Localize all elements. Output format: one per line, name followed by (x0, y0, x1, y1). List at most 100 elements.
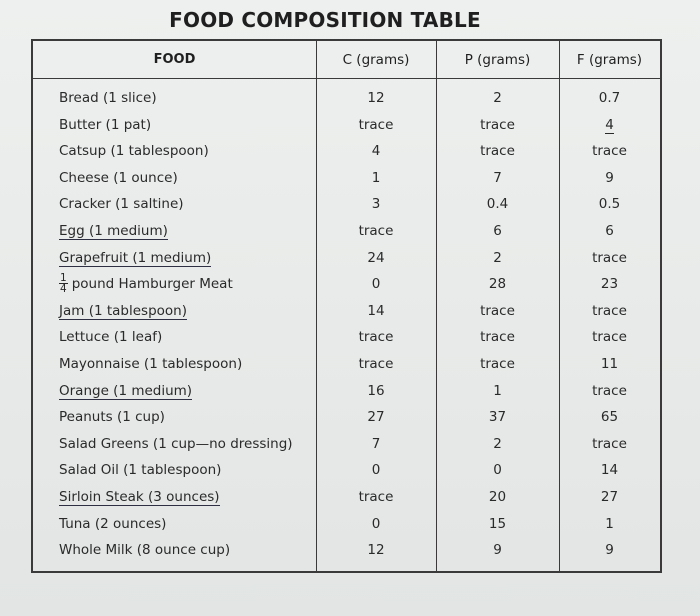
table-row: Jam (1 tablespoon) 14 trace trace (33, 298, 660, 325)
fat-cell-value: trace (592, 382, 627, 399)
protein-cell-value: 0.4 (486, 196, 509, 213)
table-row: Cracker (1 saltine) 3 0.4 0.5 (33, 191, 660, 218)
food-cell: Lettuce (1 leaf) (59, 324, 162, 351)
carbs-cell-value: trace (358, 116, 394, 133)
header-carbs: C (grams) (342, 52, 410, 68)
carbs-cell-value: 0 (371, 276, 381, 293)
fat-cell: trace (559, 431, 660, 458)
carbs-cell: trace (316, 324, 436, 351)
protein-cell: trace (436, 324, 559, 351)
carbs-cell: 4 (316, 138, 436, 165)
fraction-denominator: 4 (60, 282, 67, 295)
carbs-cell-value: 12 (367, 90, 385, 106)
protein-cell: 7 (436, 165, 559, 192)
protein-cell: trace (436, 298, 559, 325)
fraction-numerator: 1 (59, 271, 68, 284)
column-divider (316, 41, 317, 571)
table-row: Whole Milk (8 ounce cup) 12 9 9 (33, 537, 660, 564)
carbs-cell-value: 16 (367, 382, 385, 399)
fat-cell: 23 (559, 271, 660, 298)
fat-cell: trace (559, 324, 660, 351)
carbs-cell-value: trace (358, 355, 394, 372)
table-row: Catsup (1 tablespoon) 4 trace trace (33, 138, 660, 165)
protein-cell-value: 0 (493, 462, 502, 479)
fat-cell-value: 4 (605, 116, 614, 134)
food-cell: Bread (1 slice) (59, 85, 157, 112)
fat-cell-value: 14 (600, 462, 619, 479)
fat-cell-value: 0.7 (598, 90, 621, 106)
carbs-cell: trace (316, 218, 436, 245)
protein-cell: 28 (436, 271, 559, 298)
protein-cell-value: 20 (488, 488, 507, 505)
protein-cell-value: trace (480, 143, 515, 160)
fat-cell: trace (559, 245, 660, 272)
food-cell: Catsup (1 tablespoon) (59, 138, 209, 165)
fat-cell-value: trace (592, 249, 627, 266)
fat-cell-value: 11 (600, 355, 619, 372)
protein-cell-value: 2 (493, 90, 502, 106)
table-row: Butter (1 pat) trace trace 4 (33, 112, 660, 139)
column-divider (559, 41, 560, 571)
food-name: Salad Greens (1 cup—no dressing) (59, 435, 293, 452)
fat-cell-value: trace (592, 143, 627, 160)
carbs-cell-value: 7 (371, 435, 381, 452)
table-row: Egg (1 medium) trace 6 6 (33, 218, 660, 245)
fat-cell: trace (559, 378, 660, 405)
protein-cell-value: trace (480, 302, 515, 319)
protein-cell: 2 (436, 85, 559, 112)
food-cell: Butter (1 pat) (59, 112, 151, 139)
food-name: Cracker (1 saltine) (59, 196, 184, 213)
carbs-cell: 16 (316, 378, 436, 405)
fat-cell-value: trace (592, 435, 627, 452)
food-cell: Salad Oil (1 tablespoon) (59, 457, 221, 484)
protein-cell-value: 9 (493, 542, 502, 559)
carbs-cell: 7 (316, 431, 436, 458)
table-row: Peanuts (1 cup) 27 37 65 (33, 404, 660, 431)
header-protein: P (grams) (464, 52, 531, 68)
food-name: Butter (1 pat) (59, 116, 152, 133)
carbs-cell: 14 (316, 298, 436, 325)
table-row: Orange (1 medium) 16 1 trace (33, 378, 660, 405)
fat-cell-value: 9 (605, 169, 614, 186)
header-food: FOOD (153, 52, 196, 67)
protein-cell-value: 28 (488, 276, 507, 293)
food-name: Sirloin Steak (3 ounces) (59, 488, 220, 506)
food-cell: Peanuts (1 cup) (59, 404, 165, 431)
fat-cell: 6 (559, 218, 660, 245)
carbs-cell-value: 1 (371, 169, 381, 186)
table-row: Salad Oil (1 tablespoon) 0 0 14 (33, 457, 660, 484)
protein-cell-value: 2 (493, 249, 502, 266)
protein-cell: 15 (436, 511, 559, 538)
protein-cell: 6 (436, 218, 559, 245)
carbs-cell: trace (316, 484, 436, 511)
food-cell: Grapefruit (1 medium) (59, 245, 212, 272)
protein-cell: 2 (436, 431, 559, 458)
protein-cell-value: 2 (493, 435, 502, 452)
food-composition-table: FOOD C (grams) P (grams) F (grams) Bread… (31, 39, 662, 573)
carbs-cell: 1 (316, 165, 436, 192)
fat-cell-value: 0.5 (598, 196, 621, 213)
carbs-cell-value: 0 (371, 515, 381, 532)
carbs-cell-value: 3 (371, 196, 381, 213)
fat-cell: 1 (559, 511, 660, 538)
protein-cell-value: trace (480, 116, 515, 133)
food-name: Bread (1 slice) (59, 90, 157, 106)
protein-cell-value: trace (480, 355, 515, 372)
fat-cell-value: 27 (600, 488, 619, 505)
protein-cell: trace (436, 112, 559, 139)
food-cell: Whole Milk (8 ounce cup) (59, 537, 230, 564)
food-cell: Tuna (2 ounces) (59, 511, 166, 538)
carbs-cell: 24 (316, 245, 436, 272)
protein-cell: 20 (436, 484, 559, 511)
fat-cell-value: trace (592, 302, 627, 319)
fat-cell-value: 1 (605, 515, 614, 532)
carbs-cell: 0 (316, 457, 436, 484)
food-cell: Cheese (1 ounce) (59, 165, 178, 192)
fat-cell: 0.5 (559, 191, 660, 218)
food-name: Grapefruit (1 medium) (59, 249, 212, 267)
carbs-cell: trace (316, 351, 436, 378)
carbs-cell-value: 24 (367, 249, 385, 266)
table-row: Tuna (2 ounces) 0 15 1 (33, 511, 660, 538)
fat-cell: 27 (559, 484, 660, 511)
